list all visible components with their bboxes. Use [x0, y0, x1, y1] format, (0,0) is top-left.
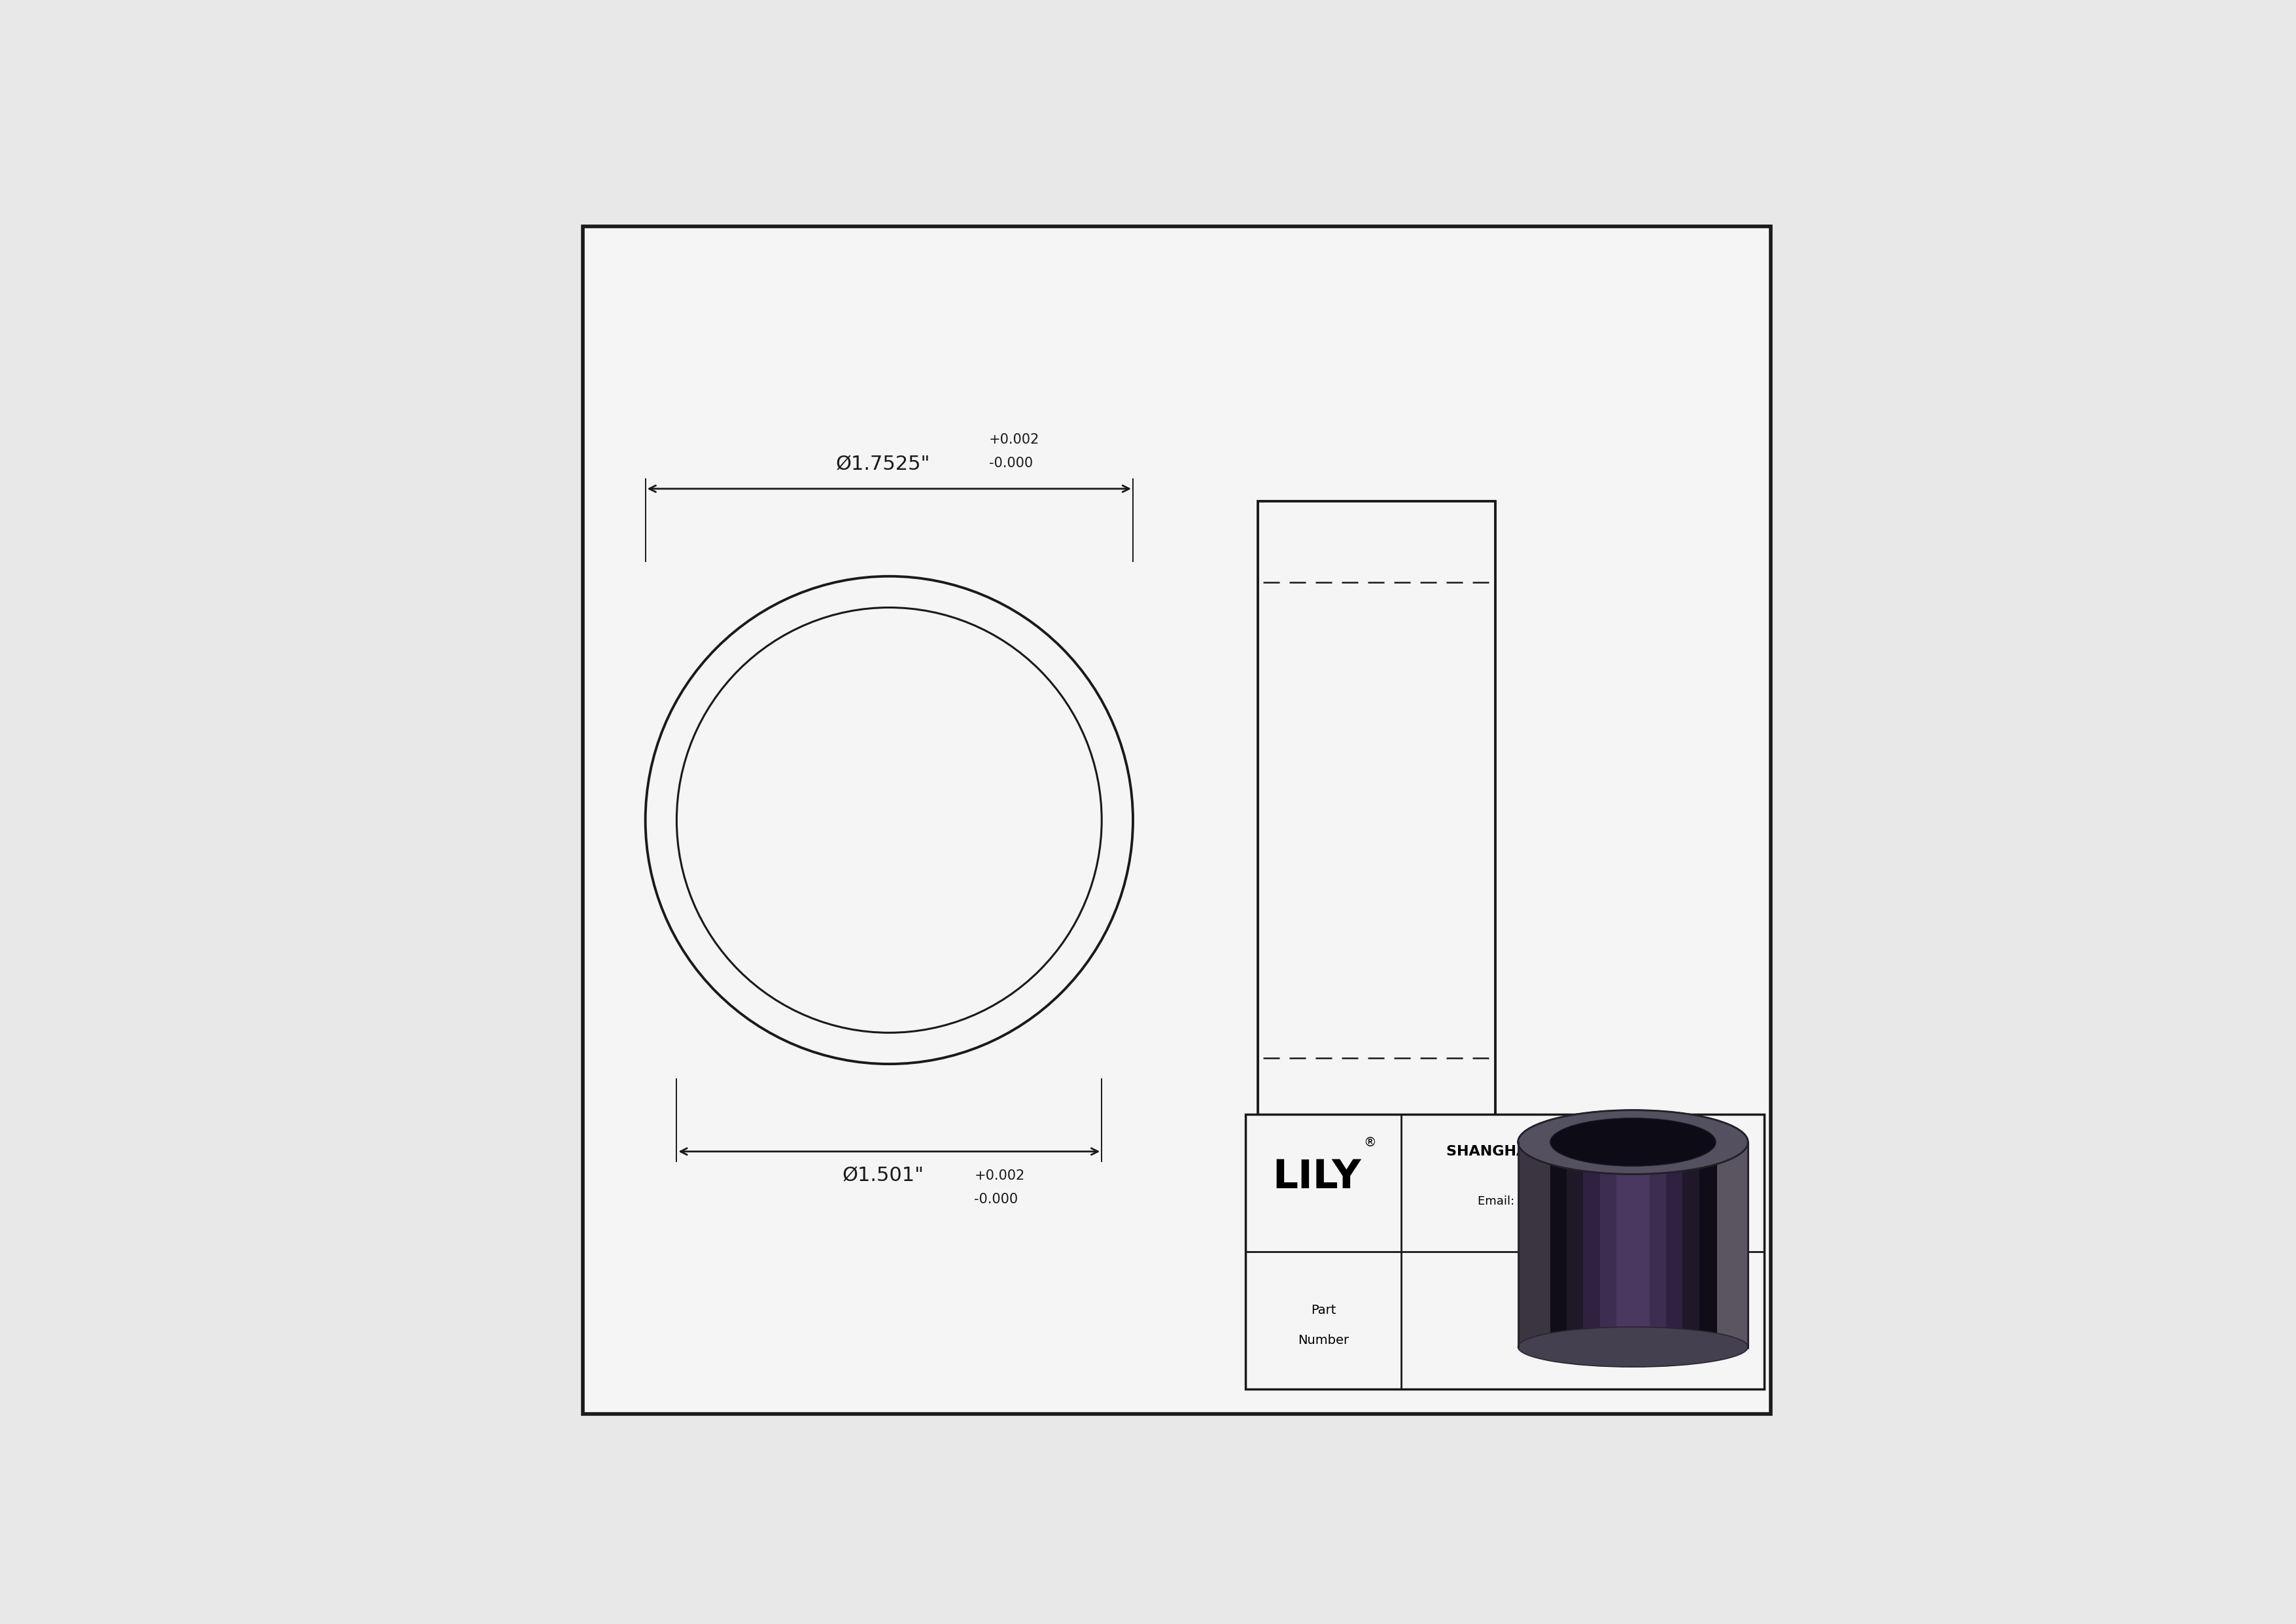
- Bar: [1616, 1158, 1635, 1337]
- Text: 2"±0.015: 2"±0.015: [1329, 1224, 1424, 1242]
- Bar: [1671, 1142, 1711, 1350]
- Bar: [1550, 1158, 1568, 1337]
- Text: Sleeve Bearings: Sleeve Bearings: [1520, 1337, 1644, 1350]
- Bar: [1711, 1142, 1750, 1350]
- Ellipse shape: [1550, 1117, 1715, 1166]
- Bar: [1258, 502, 1495, 1138]
- Bar: [1518, 1142, 1557, 1350]
- Text: Ø1.7525": Ø1.7525": [836, 455, 930, 474]
- Text: Email: lilybearing@lily-bearing.com: Email: lilybearing@lily-bearing.com: [1479, 1195, 1688, 1207]
- Bar: [1699, 1158, 1717, 1337]
- Ellipse shape: [1518, 1327, 1747, 1367]
- Text: Part: Part: [1311, 1304, 1336, 1317]
- Text: LILY: LILY: [1272, 1158, 1362, 1197]
- Ellipse shape: [1518, 1111, 1747, 1174]
- Text: Ø1.501": Ø1.501": [843, 1166, 923, 1186]
- Bar: [1632, 1158, 1651, 1337]
- Bar: [1683, 1158, 1701, 1337]
- Bar: [1566, 1158, 1584, 1337]
- Bar: [1632, 1142, 1671, 1350]
- Bar: [1649, 1158, 1667, 1337]
- Bar: [1244, 1114, 1763, 1389]
- Text: SHANGHAI LILY BEARING LIMITED: SHANGHAI LILY BEARING LIMITED: [1446, 1145, 1720, 1158]
- Bar: [1596, 1142, 1635, 1350]
- Text: +0.002: +0.002: [974, 1169, 1024, 1182]
- Text: Number: Number: [1297, 1333, 1348, 1346]
- Bar: [1600, 1158, 1619, 1337]
- Text: CIGITCED: CIGITCED: [1531, 1286, 1635, 1304]
- Text: +0.002: +0.002: [990, 434, 1040, 447]
- Text: -0.000: -0.000: [974, 1192, 1017, 1207]
- Bar: [1557, 1142, 1596, 1350]
- Text: -0.000: -0.000: [990, 456, 1033, 469]
- Bar: [1584, 1158, 1600, 1337]
- Bar: [1667, 1158, 1683, 1337]
- Text: ®: ®: [1364, 1137, 1375, 1148]
